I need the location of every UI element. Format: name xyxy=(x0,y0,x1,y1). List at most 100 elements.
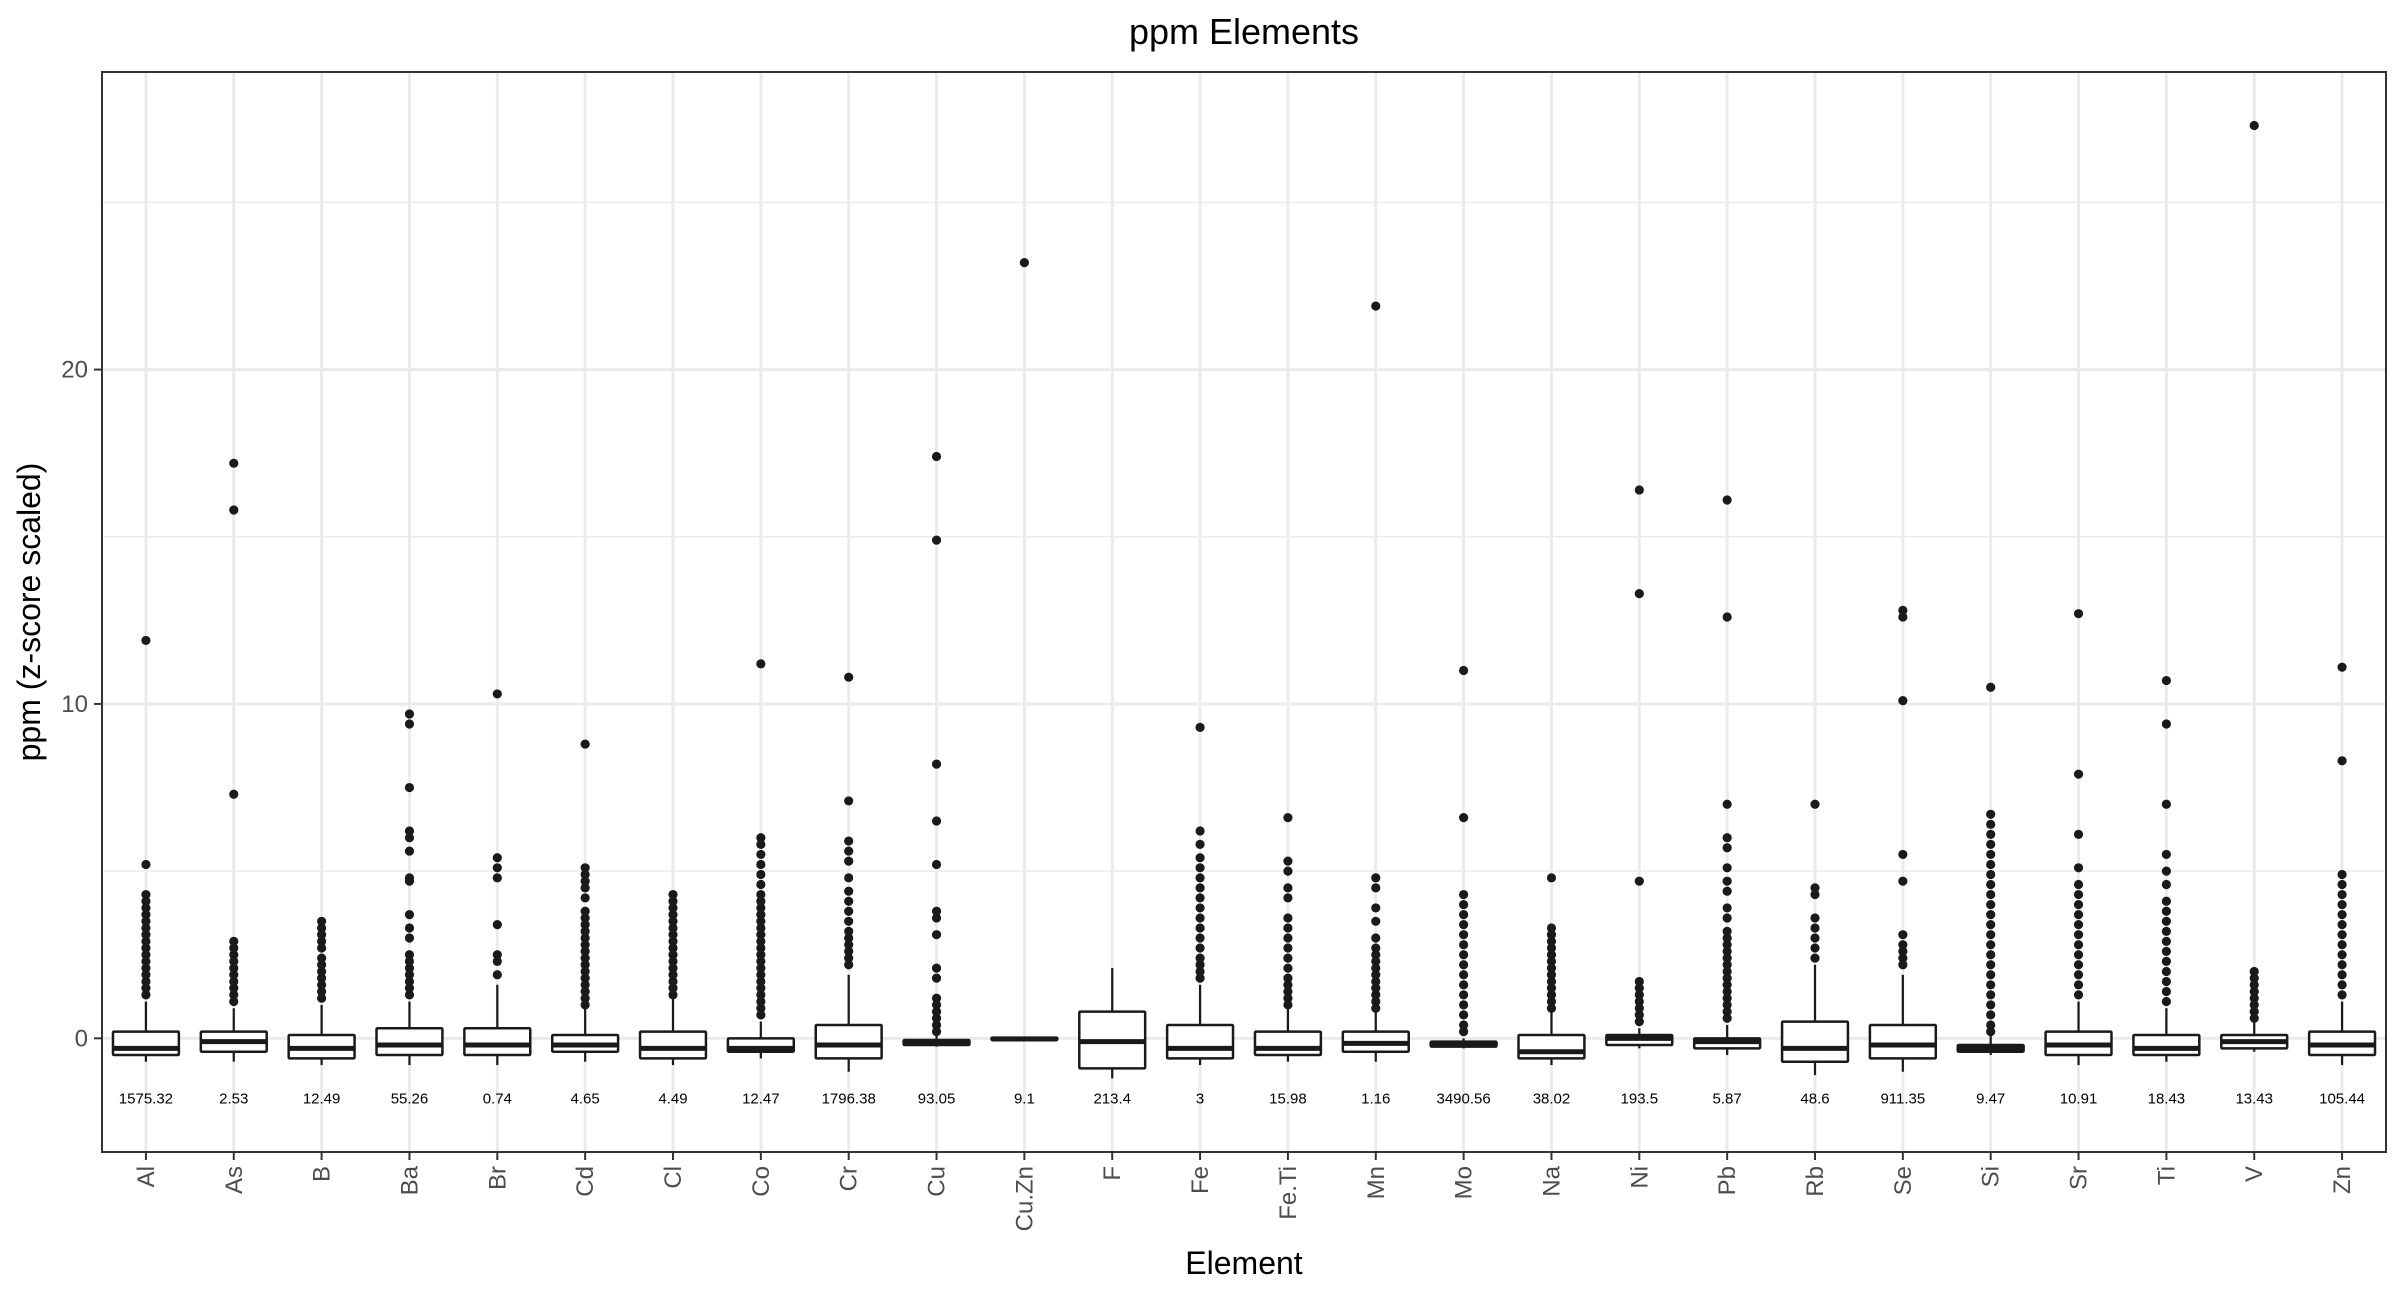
outlier-point xyxy=(1195,933,1205,943)
outlier-point xyxy=(756,1003,766,1013)
outlier-point xyxy=(580,739,590,749)
outlier-point xyxy=(2073,920,2084,930)
x-tick-label: B xyxy=(309,1166,336,1182)
outlier-point xyxy=(1371,883,1381,893)
outlier-point xyxy=(1546,950,1557,960)
outlier-point xyxy=(1283,986,1293,997)
outlier-point xyxy=(317,960,327,970)
outlier-point xyxy=(1283,973,1293,983)
outlier-point xyxy=(1986,849,1996,860)
outlier-point xyxy=(2161,976,2171,987)
outlier-point xyxy=(2337,920,2347,930)
outlier-point xyxy=(1898,946,1908,956)
outlier-point xyxy=(1722,1013,1732,1023)
outlier-point xyxy=(580,920,590,930)
outlier-point xyxy=(1810,923,1820,933)
box-B: 12.49 xyxy=(287,916,356,1108)
outlier-point xyxy=(1898,876,1908,886)
outlier-point xyxy=(404,933,415,943)
outlier-point xyxy=(756,936,766,946)
x-tick-label: Sr xyxy=(2066,1166,2093,1190)
box-Zn: 105.44 xyxy=(2307,662,2377,1108)
outlier-point xyxy=(1986,970,1996,980)
outlier-point xyxy=(756,833,766,843)
box-Cu: 93.05 xyxy=(902,451,971,1108)
outlier-point xyxy=(1722,946,1732,956)
outlier-point xyxy=(1810,799,1820,809)
box-Rb: 48.6 xyxy=(1780,799,1850,1108)
outlier-point xyxy=(668,910,678,920)
outlier-point xyxy=(1722,833,1732,843)
outlier-point xyxy=(580,1000,590,1010)
outlier-point xyxy=(931,816,942,826)
x-tick-label: Fe.Ti xyxy=(1275,1166,1302,1220)
outlier-point xyxy=(404,990,415,1000)
outlier-point xyxy=(668,930,678,940)
outlier-point xyxy=(2249,986,2259,997)
box-Sr: 10.91 xyxy=(2044,609,2113,1108)
plot-layer: 1575.32 2.53 12.49 55.26 0.74 4.65 4.49 12.47 17… xyxy=(111,120,2377,1108)
outlier-point xyxy=(141,950,151,960)
outlier-point xyxy=(1722,940,1732,950)
outlier-point xyxy=(1459,1000,1469,1010)
outlier-point xyxy=(2249,966,2259,977)
outlier-point xyxy=(1634,485,1644,495)
box-Co: 12.47 xyxy=(726,659,796,1108)
outlier-point xyxy=(844,906,854,916)
box-Fe: 3 xyxy=(1165,722,1235,1108)
iqr-box xyxy=(1780,1020,1850,1063)
outlier-point xyxy=(1986,889,1996,900)
outlier-point xyxy=(2073,863,2084,873)
outlier-point xyxy=(1634,1010,1644,1020)
outlier-point xyxy=(1459,910,1469,920)
outlier-point xyxy=(756,869,766,880)
outlier-point xyxy=(1283,980,1293,990)
outlier-point xyxy=(844,933,854,943)
outlier-point xyxy=(844,856,854,866)
outlier-point xyxy=(580,913,590,923)
outlier-point xyxy=(404,956,415,967)
value-annotation: 3490.56 xyxy=(1436,1091,1490,1108)
outlier-point xyxy=(931,1020,942,1030)
outlier-point xyxy=(2161,896,2171,906)
box-Se: 911.35 xyxy=(1868,605,1938,1108)
outlier-point xyxy=(404,782,415,793)
outlier-point xyxy=(1546,963,1557,973)
outlier-point xyxy=(756,950,766,960)
outlier-point xyxy=(1459,990,1469,1000)
outlier-point xyxy=(141,970,151,980)
outlier-point xyxy=(1986,990,1996,1000)
outlier-point xyxy=(1722,913,1732,923)
outlier-point xyxy=(1986,930,1996,940)
outlier-point xyxy=(1195,722,1205,732)
y-tick-label: 10 xyxy=(61,691,88,718)
x-tick-label: Ni xyxy=(1626,1166,1653,1189)
value-annotation: 2.53 xyxy=(219,1091,248,1108)
value-annotation: 12.47 xyxy=(742,1091,780,1108)
outlier-point xyxy=(2073,899,2084,910)
outlier-point xyxy=(668,936,678,946)
outlier-point xyxy=(1722,612,1732,622)
outlier-point xyxy=(2249,120,2259,131)
outlier-point xyxy=(844,846,854,856)
outlier-point xyxy=(2161,926,2171,936)
x-tick-label: Pb xyxy=(1714,1166,1741,1195)
outlier-point xyxy=(141,889,151,900)
iqr-box xyxy=(1517,1033,1586,1060)
outlier-point xyxy=(2161,956,2171,967)
outlier-point xyxy=(492,853,502,863)
box-Al: 1575.32 xyxy=(111,635,181,1108)
outlier-point xyxy=(2161,916,2171,926)
outlier-point xyxy=(404,970,415,980)
outlier-point xyxy=(2073,980,2084,990)
outlier-point xyxy=(931,913,942,923)
outlier-point xyxy=(1986,1010,1996,1020)
value-annotation: 3 xyxy=(1196,1091,1204,1108)
outlier-point xyxy=(1195,826,1205,836)
outlier-point xyxy=(1546,923,1557,933)
outlier-point xyxy=(756,859,766,870)
outlier-point xyxy=(2337,960,2347,970)
outlier-point xyxy=(404,826,415,836)
box-Pb: 5.87 xyxy=(1692,495,1762,1108)
outlier-point xyxy=(1634,990,1644,1000)
